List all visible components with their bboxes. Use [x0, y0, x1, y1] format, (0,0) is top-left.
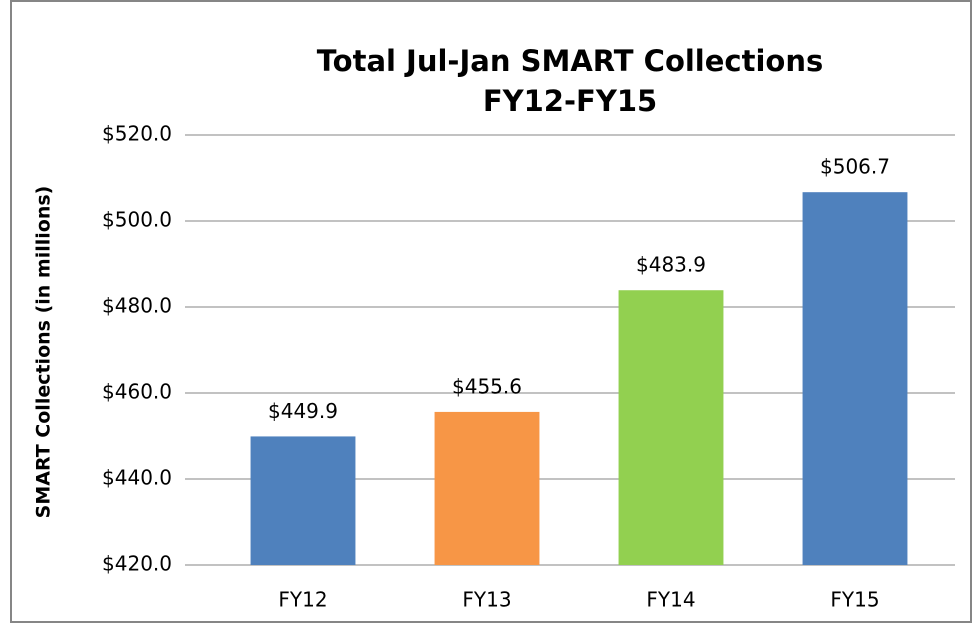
x-tick-label: FY14 [646, 588, 695, 612]
bar [434, 411, 540, 565]
chart-title: Total Jul-Jan SMART Collections [317, 44, 824, 78]
y-tick-label: $500.0 [102, 208, 172, 232]
bar [250, 436, 356, 565]
x-tick-label: FY15 [830, 588, 879, 612]
bar [802, 192, 908, 565]
y-tick-label: $520.0 [102, 122, 172, 146]
y-tick-label: $460.0 [102, 380, 172, 404]
y-axis-label: SMART Collections (in millions) [33, 186, 55, 519]
bar [618, 290, 724, 565]
x-tick-label: FY13 [462, 588, 511, 612]
value-label: $449.9 [268, 399, 338, 423]
value-label: $455.6 [452, 374, 522, 398]
y-tick-label: $480.0 [102, 294, 172, 318]
y-tick-label: $420.0 [102, 552, 172, 576]
y-tick-label: $440.0 [102, 466, 172, 490]
x-tick-label: FY12 [278, 588, 327, 612]
chart-title: FY12-FY15 [483, 84, 657, 118]
value-label: $506.7 [820, 155, 890, 179]
value-label: $483.9 [636, 253, 706, 277]
